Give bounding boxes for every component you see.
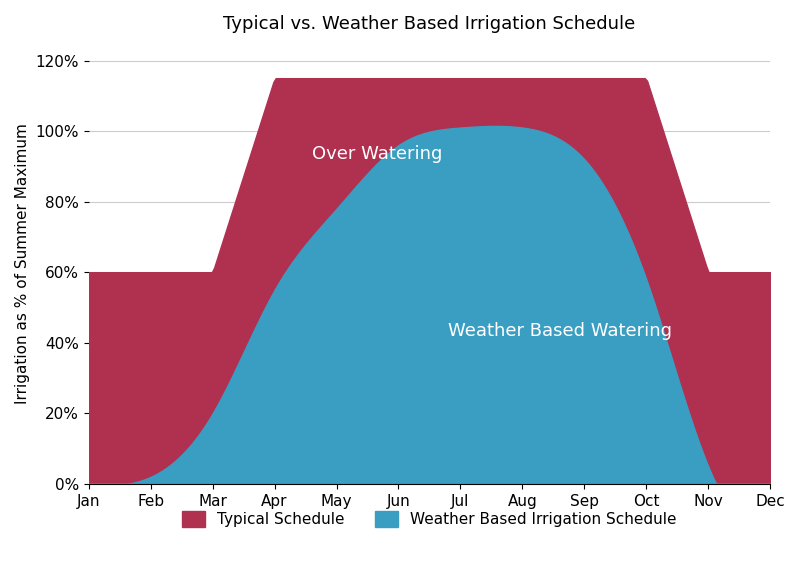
Y-axis label: Irrigation as % of Summer Maximum: Irrigation as % of Summer Maximum [15,123,30,404]
Legend: Typical Schedule, Weather Based Irrigation Schedule: Typical Schedule, Weather Based Irrigati… [176,505,683,533]
Title: Typical vs. Weather Based Irrigation Schedule: Typical vs. Weather Based Irrigation Sch… [223,15,635,33]
Text: Over Watering: Over Watering [312,145,442,164]
Text: Weather Based Watering: Weather Based Watering [448,322,672,340]
